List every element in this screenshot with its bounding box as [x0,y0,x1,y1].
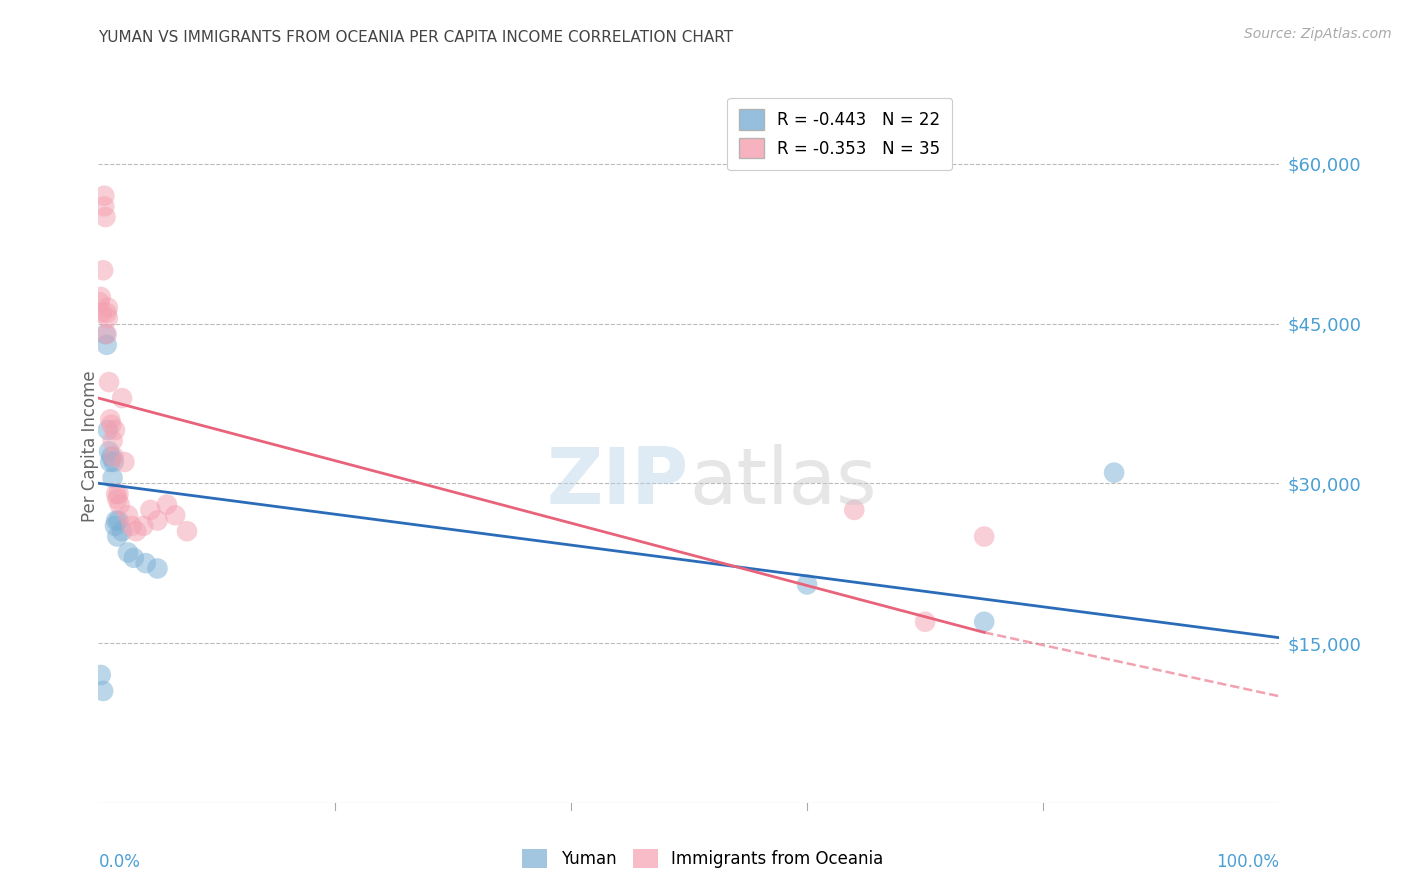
Point [146,561,169,575]
Point [108,498,131,512]
Point [1102,466,1125,480]
Point [103,450,125,464]
Point [111,524,134,539]
Legend: Yuman, Immigrants from Oceania: Yuman, Immigrants from Oceania [516,843,890,875]
Point [107,514,129,528]
Point [96,338,118,352]
Point [98,444,121,458]
Legend: R = -0.443   N = 22, R = -0.353   N = 35: R = -0.443 N = 22, R = -0.353 N = 35 [727,97,952,169]
Text: 100.0%: 100.0% [1216,853,1279,871]
Point [104,519,127,533]
Point [89,295,111,310]
Point [105,514,128,528]
Point [97,423,120,437]
Point [98,412,121,426]
Point [98,375,121,389]
Point [107,487,129,501]
Point [973,615,995,629]
Point [101,434,124,448]
Point [125,524,148,539]
Point [135,556,157,570]
Point [844,503,866,517]
Y-axis label: Per Capita Income: Per Capita Income [82,370,98,522]
Point [105,492,128,507]
Point [132,519,155,533]
Point [90,668,112,682]
Point [96,327,118,342]
Point [98,455,121,469]
Point [96,306,118,320]
Point [139,503,162,517]
Point [176,524,198,539]
Text: Source: ZipAtlas.com: Source: ZipAtlas.com [1244,27,1392,41]
Point [97,311,120,326]
Point [973,529,995,543]
Point [156,498,179,512]
Point [112,455,135,469]
Point [97,301,120,315]
Point [104,423,127,437]
Point [914,615,936,629]
Point [94,210,117,224]
Point [100,450,122,464]
Point [146,514,169,528]
Text: YUMAN VS IMMIGRANTS FROM OCEANIA PER CAPITA INCOME CORRELATION CHART: YUMAN VS IMMIGRANTS FROM OCEANIA PER CAP… [98,29,734,45]
Point [122,550,145,565]
Point [94,327,117,342]
Point [91,263,114,277]
Point [91,684,114,698]
Point [105,487,128,501]
Point [105,529,128,543]
Text: ZIP: ZIP [547,443,689,520]
Point [165,508,187,523]
Point [100,417,122,432]
Point [101,471,124,485]
Text: atlas: atlas [689,443,876,520]
Point [117,545,139,559]
Point [121,519,143,533]
Point [93,188,115,202]
Point [796,577,818,591]
Point [117,508,139,523]
Text: 0.0%: 0.0% [98,853,141,871]
Point [90,290,112,304]
Point [91,306,114,320]
Point [111,391,134,405]
Point [103,455,125,469]
Point [93,199,115,213]
